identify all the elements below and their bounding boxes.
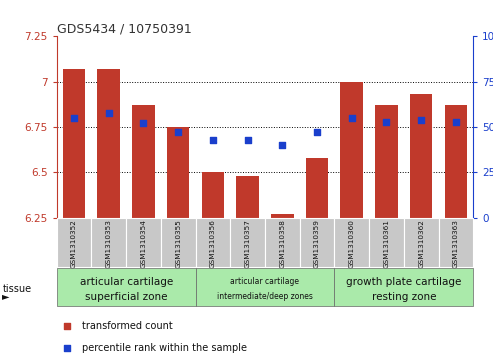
Bar — [375, 105, 398, 218]
Point — [209, 137, 217, 143]
Point — [105, 110, 113, 115]
Point — [417, 117, 425, 123]
Bar — [439, 218, 473, 267]
Bar — [98, 69, 120, 218]
Point — [279, 142, 286, 148]
Text: GSM1310352: GSM1310352 — [71, 219, 77, 268]
Text: GSM1310356: GSM1310356 — [210, 219, 216, 268]
Text: GSM1310363: GSM1310363 — [453, 219, 459, 268]
Text: GSM1310359: GSM1310359 — [314, 219, 320, 268]
Bar — [265, 218, 300, 267]
Text: GSM1310362: GSM1310362 — [418, 219, 424, 268]
Text: superficial zone: superficial zone — [85, 292, 168, 302]
Bar — [63, 69, 85, 218]
Bar — [369, 218, 404, 267]
Text: intermediate/deep zones: intermediate/deep zones — [217, 292, 313, 301]
Text: articular cartilage: articular cartilage — [231, 277, 299, 286]
Bar — [404, 218, 439, 267]
Point — [174, 130, 182, 135]
Bar — [161, 218, 196, 267]
Text: resting zone: resting zone — [372, 292, 436, 302]
Text: GSM1310354: GSM1310354 — [141, 219, 146, 268]
Bar — [341, 82, 363, 218]
Bar — [410, 94, 432, 218]
Bar — [91, 218, 126, 267]
Text: percentile rank within the sample: percentile rank within the sample — [82, 343, 247, 352]
Text: GSM1310361: GSM1310361 — [384, 219, 389, 268]
Text: GSM1310360: GSM1310360 — [349, 219, 355, 268]
Point — [70, 115, 78, 121]
Bar — [57, 218, 91, 267]
Text: growth plate cartilage: growth plate cartilage — [346, 277, 461, 287]
Text: GDS5434 / 10750391: GDS5434 / 10750391 — [57, 22, 191, 35]
Bar — [167, 127, 189, 218]
Point — [452, 119, 460, 125]
Bar — [236, 176, 259, 218]
Point — [420, 33, 428, 38]
Bar — [300, 218, 334, 267]
Bar — [132, 105, 155, 218]
Text: GSM1310355: GSM1310355 — [175, 219, 181, 268]
Point — [313, 130, 321, 135]
Point — [244, 137, 251, 143]
Bar — [306, 158, 328, 218]
Text: GSM1310353: GSM1310353 — [106, 219, 112, 268]
Text: GSM1310357: GSM1310357 — [245, 219, 250, 268]
Bar — [271, 214, 294, 218]
Text: transformed count: transformed count — [82, 321, 173, 331]
Bar — [334, 268, 473, 306]
Bar — [445, 105, 467, 218]
Bar — [334, 218, 369, 267]
Text: ►: ► — [2, 291, 10, 301]
Text: tissue: tissue — [2, 284, 32, 294]
Bar — [202, 172, 224, 218]
Point — [140, 121, 147, 126]
Bar — [126, 218, 161, 267]
Point — [383, 119, 390, 125]
Bar — [230, 218, 265, 267]
Bar — [196, 218, 230, 267]
Bar — [196, 268, 334, 306]
Text: GSM1310358: GSM1310358 — [280, 219, 285, 268]
Point — [420, 226, 428, 232]
Bar — [57, 268, 196, 306]
Point — [348, 115, 356, 121]
Text: articular cartilage: articular cartilage — [79, 277, 173, 287]
